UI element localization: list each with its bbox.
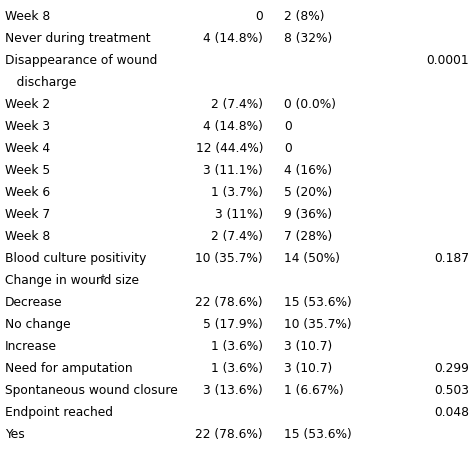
Text: Blood culture positivity: Blood culture positivity (5, 252, 146, 265)
Text: Disappearance of wound: Disappearance of wound (5, 54, 157, 67)
Text: 3 (10.7): 3 (10.7) (284, 362, 333, 375)
Text: 1 (3.7%): 1 (3.7%) (211, 186, 263, 199)
Text: 0.048: 0.048 (434, 406, 469, 419)
Text: Spontaneous wound closure: Spontaneous wound closure (5, 384, 177, 397)
Text: 0.0001: 0.0001 (427, 54, 469, 67)
Text: 0.187: 0.187 (434, 252, 469, 265)
Text: 15 (53.6%): 15 (53.6%) (284, 296, 352, 309)
Text: Week 3: Week 3 (5, 120, 50, 133)
Text: 3 (10.7): 3 (10.7) (284, 340, 333, 353)
Text: Week 8: Week 8 (5, 230, 50, 243)
Text: Increase: Increase (5, 340, 57, 353)
Text: Week 6: Week 6 (5, 186, 50, 199)
Text: Week 2: Week 2 (5, 98, 50, 111)
Text: 1 (6.67%): 1 (6.67%) (284, 384, 344, 397)
Text: 22 (78.6%): 22 (78.6%) (195, 296, 263, 309)
Text: 4 (14.8%): 4 (14.8%) (203, 32, 263, 45)
Text: Need for amputation: Need for amputation (5, 362, 132, 375)
Text: 4 (16%): 4 (16%) (284, 164, 333, 177)
Text: Week 8: Week 8 (5, 10, 50, 23)
Text: 4 (14.8%): 4 (14.8%) (203, 120, 263, 133)
Text: 10 (35.7%): 10 (35.7%) (284, 318, 352, 331)
Text: 0: 0 (255, 10, 263, 23)
Text: Week 4: Week 4 (5, 142, 50, 155)
Text: 10 (35.7%): 10 (35.7%) (195, 252, 263, 265)
Text: Week 5: Week 5 (5, 164, 50, 177)
Text: 9 (36%): 9 (36%) (284, 208, 333, 221)
Text: Endpoint reached: Endpoint reached (5, 406, 113, 419)
Text: Change in wound size: Change in wound size (5, 274, 139, 287)
Text: 0.299: 0.299 (434, 362, 469, 375)
Text: 1 (3.6%): 1 (3.6%) (211, 362, 263, 375)
Text: Week 7: Week 7 (5, 208, 50, 221)
Text: 3 (13.6%): 3 (13.6%) (203, 384, 263, 397)
Text: †: † (101, 273, 105, 282)
Text: 0: 0 (284, 142, 292, 155)
Text: 8 (32%): 8 (32%) (284, 32, 333, 45)
Text: 22 (78.6%): 22 (78.6%) (195, 428, 263, 441)
Text: discharge: discharge (5, 76, 76, 89)
Text: 5 (20%): 5 (20%) (284, 186, 333, 199)
Text: Never during treatment: Never during treatment (5, 32, 150, 45)
Text: 5 (17.9%): 5 (17.9%) (203, 318, 263, 331)
Text: 2 (8%): 2 (8%) (284, 10, 325, 23)
Text: 2 (7.4%): 2 (7.4%) (211, 230, 263, 243)
Text: Decrease: Decrease (5, 296, 63, 309)
Text: 15 (53.6%): 15 (53.6%) (284, 428, 352, 441)
Text: 3 (11.1%): 3 (11.1%) (203, 164, 263, 177)
Text: 1 (3.6%): 1 (3.6%) (211, 340, 263, 353)
Text: 0: 0 (284, 120, 292, 133)
Text: No change: No change (5, 318, 70, 331)
Text: 14 (50%): 14 (50%) (284, 252, 340, 265)
Text: 2 (7.4%): 2 (7.4%) (211, 98, 263, 111)
Text: 3 (11%): 3 (11%) (215, 208, 263, 221)
Text: 7 (28%): 7 (28%) (284, 230, 333, 243)
Text: 0 (0.0%): 0 (0.0%) (284, 98, 337, 111)
Text: 12 (44.4%): 12 (44.4%) (196, 142, 263, 155)
Text: Yes: Yes (5, 428, 25, 441)
Text: 0.503: 0.503 (434, 384, 469, 397)
